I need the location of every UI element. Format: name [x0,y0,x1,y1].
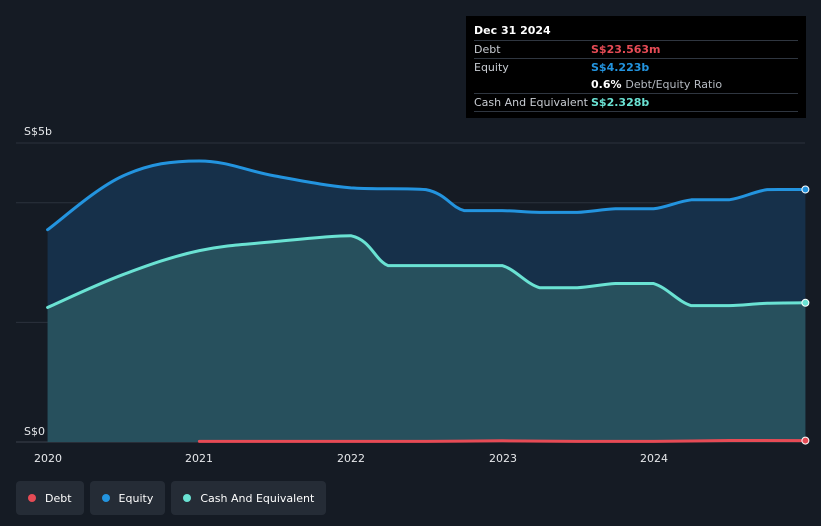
x-tick-label-2022: 2022 [337,452,365,465]
tooltip-row-cash: Cash And Equivalent S$2.328b [474,93,798,112]
legend-item-debt[interactable]: Debt [16,481,84,515]
legend-item-cash[interactable]: Cash And Equivalent [171,481,327,515]
tooltip-row-ratio: 0.6% Debt/Equity Ratio [474,76,798,93]
data-tooltip: Dec 31 2024 Debt S$23.563m Equity S$4.22… [466,16,806,118]
legend-label-cash: Cash And Equivalent [200,491,315,505]
legend-item-equity[interactable]: Equity [89,481,166,515]
y-tick-label-max: S$5b [24,125,52,138]
tooltip-label-equity: Equity [474,61,509,74]
tooltip-row-equity: Equity S$4.223b [474,58,798,76]
area-cash-and-equivalent [47,235,806,442]
end-point-cash-and-equivalent [801,298,810,307]
tooltip-label-cash: Cash And Equivalent [474,96,588,109]
line-debt [197,439,807,443]
tooltip-date: Dec 31 2024 [474,24,551,37]
series-lines [46,159,807,443]
tooltip-row-debt: Debt S$23.563m [474,40,798,58]
y-tick-label-zero: S$0 [24,425,45,438]
chart-legend: Debt Equity Cash And Equivalent [16,481,327,515]
end-point-debt [801,436,810,445]
x-tick-label-2023: 2023 [489,452,517,465]
x-tick-label-2024: 2024 [640,452,668,465]
line-cash-and-equivalent [46,234,807,309]
legend-dot-cash [183,494,192,502]
legend-dot-debt [28,494,36,502]
x-tick-label-2020: 2020 [34,452,62,465]
end-point-equity [801,185,810,194]
series-end-points [801,185,810,445]
x-tick-label-2021: 2021 [185,452,213,465]
tooltip-value-debt: S$23.563m [591,43,661,56]
legend-label-equity: Equity [118,491,154,505]
tooltip-value-cash: S$2.328b [591,96,650,109]
line-equity [46,159,807,232]
tooltip-value-ratio: 0.6% Debt/Equity Ratio [591,78,723,91]
series-areas [47,160,806,442]
tooltip-label-debt: Debt [474,43,501,56]
legend-label-debt: Debt [45,491,72,505]
tooltip-ratio-label: Debt/Equity Ratio [625,78,723,91]
tooltip-value-equity: S$4.223b [591,61,650,74]
legend-dot-equity [101,494,110,502]
